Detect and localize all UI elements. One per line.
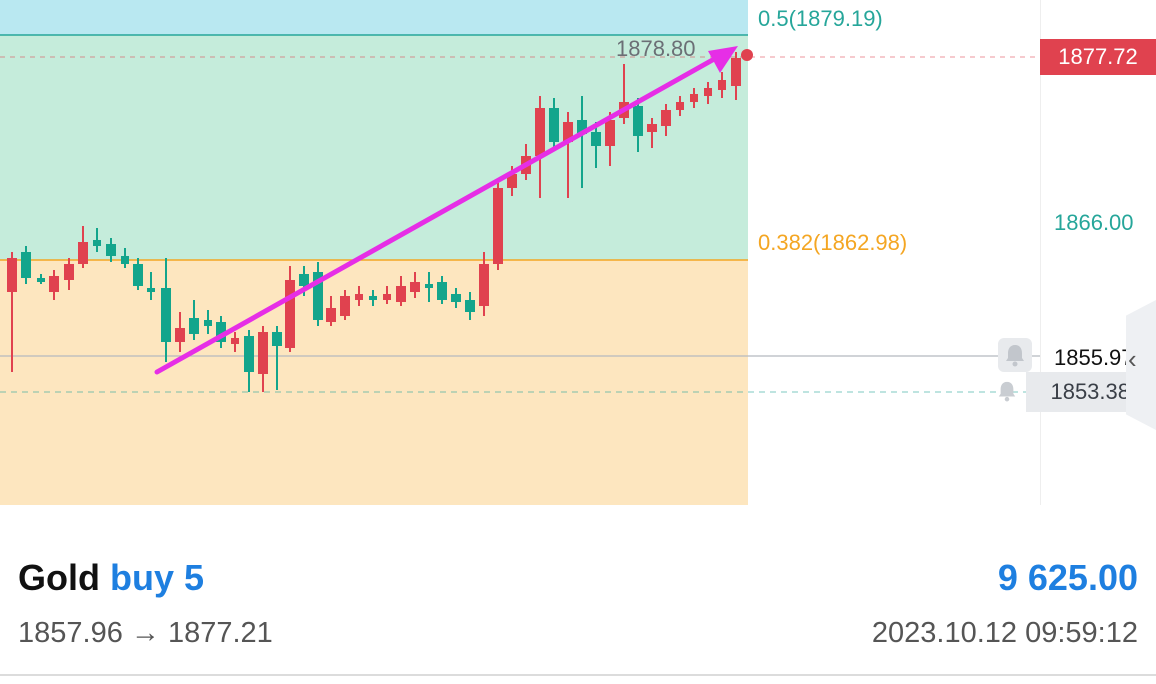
candle-body [704,88,712,96]
trade-time: 2023.10.12 09:59:12 [871,617,1138,649]
candle-body [633,106,643,136]
candle-body [299,274,309,286]
candle-body [64,264,74,280]
candle-body [204,320,212,326]
candle-body [507,174,517,188]
candle-body [437,282,447,300]
candle-body [93,240,101,246]
candle-body [647,124,657,132]
candle-body [451,294,461,302]
candle-body [591,132,601,146]
candle-body [731,58,741,86]
trade-symbol: Gold [18,557,100,598]
trade-summary[interactable]: Gold buy 5 9 625.00 1857.96 → 1877.21 20… [0,505,1156,684]
candle-body [37,278,45,282]
alert-bell-icon-2[interactable] [992,376,1022,406]
trend-arrow[interactable] [154,46,738,375]
candle-body [577,120,587,134]
candle-body [7,258,17,292]
trend-arrow-head[interactable] [708,46,738,73]
trade-title: Gold buy 5 [18,557,204,599]
axis-level-label: 1866.00 [1054,210,1134,235]
trade-prices: 1857.96 → 1877.21 [18,617,273,649]
candle-body [133,264,143,286]
candle-body [605,120,615,146]
candle-body [175,328,185,342]
candles-group [7,52,741,392]
price-chart[interactable]: 0.5(1879.19) 0.382(1862.98) 1878.80 1877… [0,0,1156,505]
trade-profit: 9 625.00 [997,557,1138,598]
annotation-price-label: 1878.80 [616,36,696,61]
current-price-badge: 1877.72 [1040,39,1156,75]
candle-body [21,252,31,278]
candle-body [563,122,573,142]
candle-body [369,296,377,300]
candle-body [121,256,129,264]
candle-body [355,294,363,300]
price-axis[interactable] [1040,0,1156,505]
alert-price-label[interactable]: 1855.97 [1054,345,1134,370]
candle-body [49,276,59,292]
alert-bell-icon[interactable] [998,338,1032,372]
candle-body [313,272,323,320]
candle-body [479,264,489,306]
candle-body [326,308,336,322]
candle-body [147,288,155,292]
panel-collapse-tab[interactable] [1126,300,1156,430]
candle-body [161,288,171,342]
trend-arrow-line[interactable] [154,55,719,375]
candle-body [383,294,391,300]
candle-body [231,338,239,344]
candle-body [425,284,433,288]
candle-body [676,102,684,110]
candle-body [410,282,420,292]
candle-body [78,242,88,264]
candle-body [285,280,295,348]
candle-body [661,110,671,126]
candle-body [106,244,116,256]
candle-body [718,80,726,90]
trade-side: buy 5 [110,557,205,598]
candle-body [493,188,503,264]
candle-body [189,318,199,334]
candle-body [535,108,545,156]
candle-body [465,300,475,312]
fib-label-0.382: 0.382(1862.98) [758,230,908,255]
candle-body [549,108,559,142]
fib-zone-above [0,0,748,35]
candle-body [396,286,406,302]
divider [0,674,1156,676]
current-price-dot [741,49,753,61]
candlestick-chart[interactable] [0,0,1156,505]
fib-label-0.5: 0.5(1879.19) [758,6,883,31]
candle-body [258,332,268,374]
candle-body [272,332,282,346]
candle-body [340,296,350,316]
candle-body [690,94,698,102]
candle-body [216,322,226,342]
chevron-left-icon[interactable]: ‹ [1128,344,1137,374]
candle-body [244,336,254,372]
fib-zone-middle [0,35,748,260]
entry-price-badge[interactable]: 1853.38 [1026,372,1138,412]
